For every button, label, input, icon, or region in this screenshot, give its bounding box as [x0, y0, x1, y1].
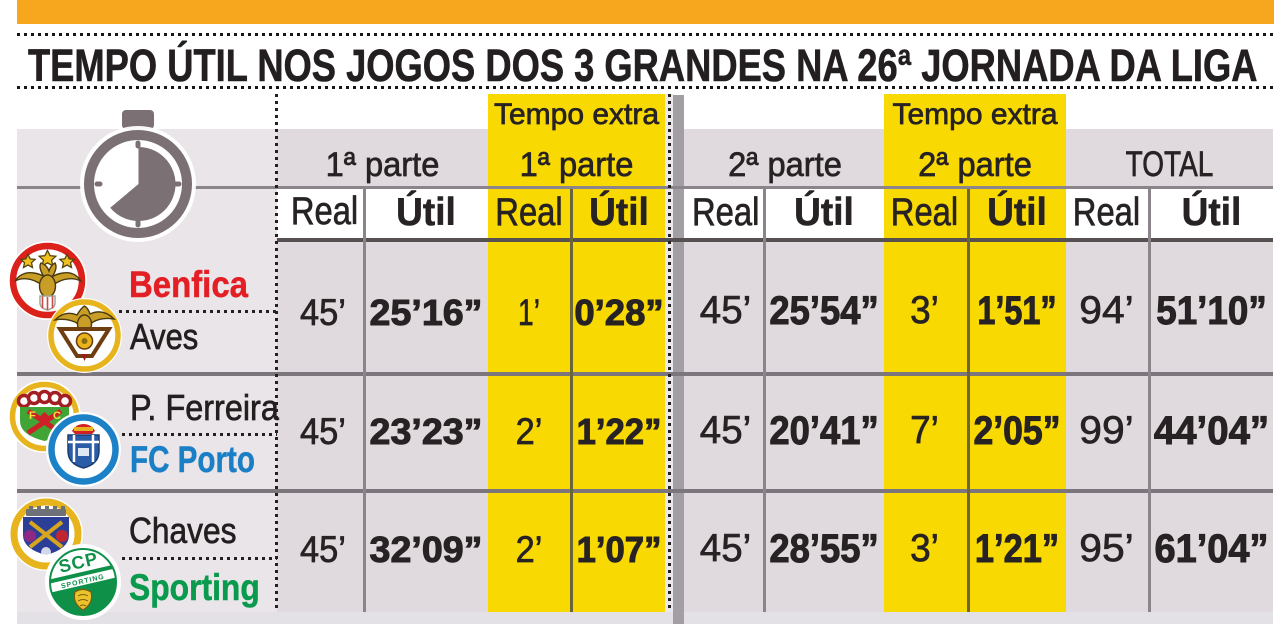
svg-text:C: C	[53, 410, 61, 422]
svg-text:F: F	[29, 410, 36, 422]
